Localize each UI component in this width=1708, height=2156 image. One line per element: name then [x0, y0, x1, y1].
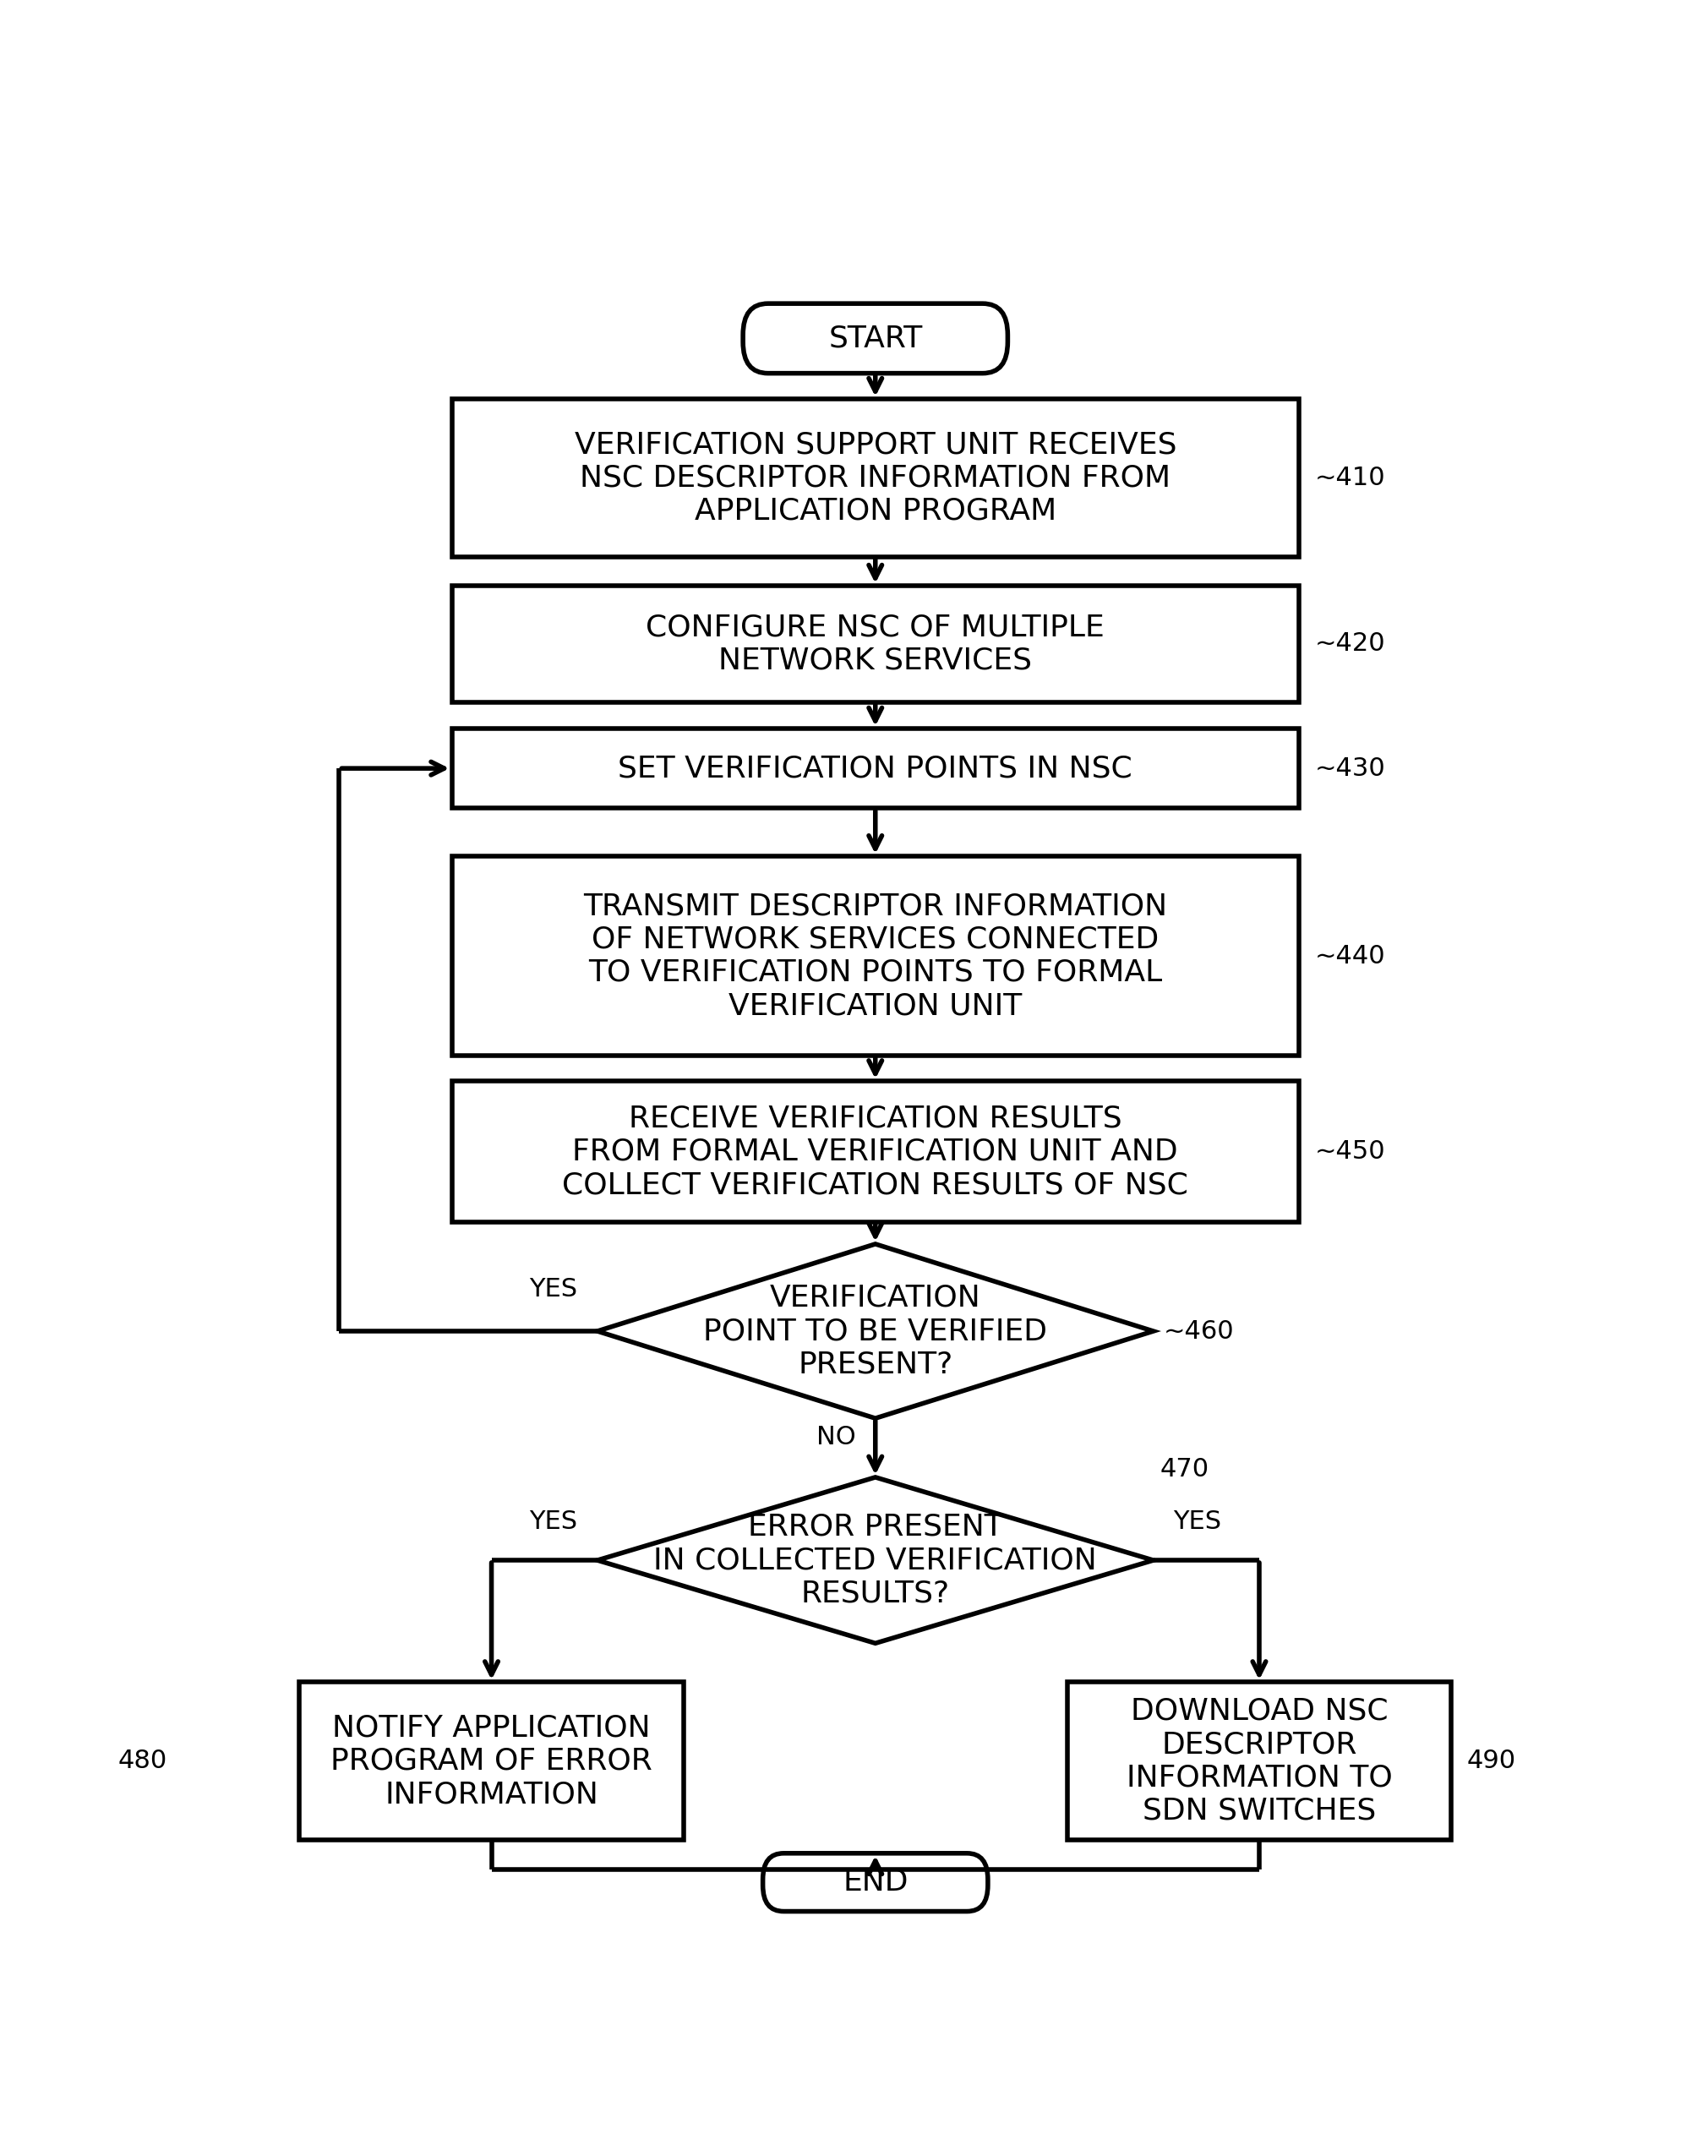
- Text: RECEIVE VERIFICATION RESULTS
FROM FORMAL VERIFICATION UNIT AND
COLLECT VERIFICAT: RECEIVE VERIFICATION RESULTS FROM FORMAL…: [562, 1104, 1189, 1199]
- FancyBboxPatch shape: [763, 1854, 987, 1912]
- FancyBboxPatch shape: [299, 1682, 683, 1839]
- Text: ERROR PRESENT
IN COLLECTED VERIFICATION
RESULTS?: ERROR PRESENT IN COLLECTED VERIFICATION …: [654, 1514, 1097, 1608]
- Text: ~440: ~440: [1315, 944, 1385, 968]
- Text: 490: 490: [1467, 1749, 1517, 1774]
- Text: YES: YES: [529, 1276, 577, 1302]
- FancyBboxPatch shape: [451, 856, 1300, 1056]
- Polygon shape: [598, 1244, 1153, 1419]
- Text: 480: 480: [118, 1749, 167, 1774]
- Text: SET VERIFICATION POINTS IN NSC: SET VERIFICATION POINTS IN NSC: [618, 755, 1132, 783]
- FancyBboxPatch shape: [451, 1082, 1300, 1222]
- Text: DOWNLOAD NSC
DESCRIPTOR
INFORMATION TO
SDN SWITCHES: DOWNLOAD NSC DESCRIPTOR INFORMATION TO S…: [1126, 1697, 1392, 1826]
- Text: TRANSMIT DESCRIPTOR INFORMATION
OF NETWORK SERVICES CONNECTED
TO VERIFICATION PO: TRANSMIT DESCRIPTOR INFORMATION OF NETWO…: [584, 893, 1167, 1020]
- FancyBboxPatch shape: [451, 399, 1300, 556]
- FancyBboxPatch shape: [451, 586, 1300, 703]
- Text: YES: YES: [529, 1509, 577, 1533]
- Text: START: START: [828, 323, 922, 354]
- Text: ~420: ~420: [1315, 632, 1385, 655]
- Text: END: END: [842, 1867, 909, 1897]
- Text: VERIFICATION SUPPORT UNIT RECEIVES
NSC DESCRIPTOR INFORMATION FROM
APPLICATION P: VERIFICATION SUPPORT UNIT RECEIVES NSC D…: [574, 431, 1177, 526]
- FancyBboxPatch shape: [743, 304, 1008, 373]
- Text: ~430: ~430: [1315, 757, 1385, 780]
- Polygon shape: [598, 1477, 1153, 1643]
- FancyBboxPatch shape: [451, 729, 1300, 808]
- Text: ~460: ~460: [1163, 1319, 1235, 1343]
- Text: ~410: ~410: [1315, 466, 1385, 489]
- Text: YES: YES: [1173, 1509, 1221, 1533]
- Text: NO: NO: [816, 1425, 856, 1449]
- Text: VERIFICATION
POINT TO BE VERIFIED
PRESENT?: VERIFICATION POINT TO BE VERIFIED PRESEN…: [704, 1283, 1047, 1380]
- Text: 470: 470: [1160, 1457, 1209, 1481]
- Text: CONFIGURE NSC OF MULTIPLE
NETWORK SERVICES: CONFIGURE NSC OF MULTIPLE NETWORK SERVIC…: [646, 612, 1105, 675]
- Text: NOTIFY APPLICATION
PROGRAM OF ERROR
INFORMATION: NOTIFY APPLICATION PROGRAM OF ERROR INFO…: [331, 1714, 652, 1809]
- Text: ~450: ~450: [1315, 1141, 1385, 1164]
- FancyBboxPatch shape: [1068, 1682, 1452, 1839]
